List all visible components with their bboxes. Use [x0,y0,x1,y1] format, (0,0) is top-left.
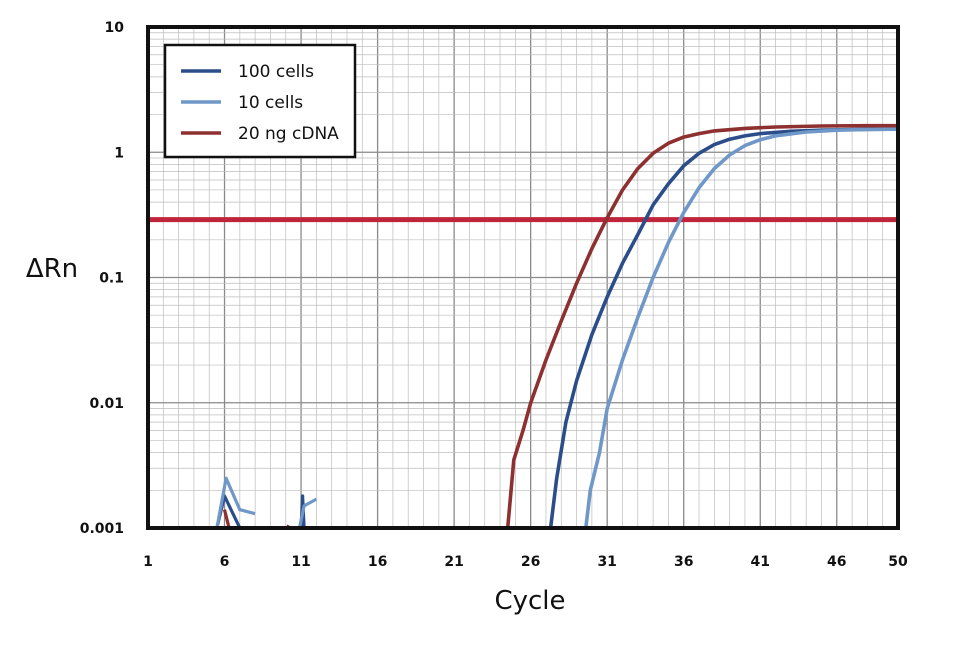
x-tick-label: 11 [291,554,310,570]
series-noise-fragment [297,497,318,528]
series-layer [215,123,898,528]
y-axis-label: ΔRn [26,254,78,284]
x-tick-label: 26 [521,554,540,570]
series-noise-fragment [222,509,231,528]
x-tick-label: 50 [888,554,908,570]
y-tick-label: 1 [114,145,124,161]
y-axis-ticks: 0.001 0.01 0.1 1 10 [80,20,125,537]
series-line-1 [584,127,898,528]
series-line-2 [505,123,898,528]
y-tick-label: 10 [105,20,125,36]
x-tick-label: 31 [597,554,616,570]
series-line-0 [548,127,898,528]
plot-area-frame [146,25,900,530]
series-noise-fragment [215,476,256,528]
y-tick-label: 0.001 [80,521,124,537]
x-tick-label: 1 [143,554,153,570]
legend-label: 20 ng cDNA [238,124,339,144]
x-tick-label: 16 [368,554,387,570]
x-axis-label: Cycle [494,586,565,616]
legend-label: 100 cells [238,62,314,82]
y-tick-label: 0.1 [99,271,124,287]
legend: 100 cells 10 cells 20 ng cDNA [163,43,357,159]
x-axis-ticks: 1 6 11 16 21 26 31 36 41 46 50 [143,554,908,570]
x-tick-label: 41 [751,554,770,570]
x-tick-label: 6 [220,554,230,570]
x-tick-label: 46 [827,554,846,570]
x-tick-label: 21 [444,554,463,570]
y-tick-label: 0.01 [89,396,124,412]
legend-label: 10 cells [238,93,303,113]
x-tick-label: 36 [674,554,693,570]
